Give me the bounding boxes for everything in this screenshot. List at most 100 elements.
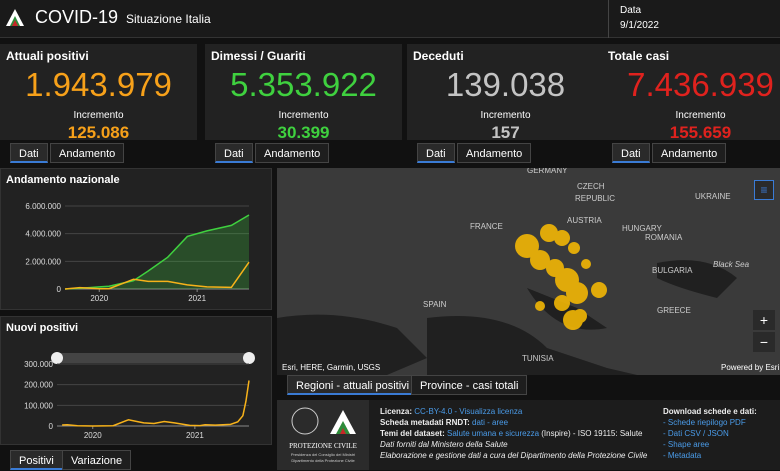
map-label: GREECE	[657, 306, 691, 315]
tab[interactable]: Dati	[612, 143, 650, 163]
header: COVID-19 Situazione Italia Data 9/1/2022	[0, 0, 780, 38]
andamento-panel: Andamento nazionale 0 2.000.000 4.000.000 6…	[0, 168, 272, 310]
card-label: Totale casi	[608, 49, 670, 63]
map-label: Black Sea	[713, 260, 750, 269]
download-link[interactable]: - Shape aree	[663, 440, 710, 449]
footer-text[interactable]: Salute umana e sicurezza	[446, 429, 540, 438]
card: Deceduti 139.038 Incremento 157	[407, 44, 604, 142]
footer-text: (Inspire) - ISO 19115: Salute	[539, 429, 643, 438]
download-link[interactable]: - Metadata	[663, 451, 702, 460]
card-label: Attuali positivi	[6, 49, 89, 63]
line	[64, 261, 250, 290]
y-tick-label: 100.000	[24, 401, 53, 410]
logo	[291, 407, 356, 435]
slider[interactable]	[57, 353, 249, 363]
tab[interactable]: Regioni - attuali positivi	[287, 375, 419, 395]
footer-text[interactable]: CC-BY-4.0 - Visualizza licenza	[414, 407, 523, 416]
logo-sub: Presidenza del Consiglio dei Ministri	[290, 452, 356, 457]
date-label: Data	[620, 5, 642, 16]
y-tick-label: 300.000	[24, 360, 53, 369]
slider-handle[interactable]	[51, 352, 63, 364]
download-title: Download schede e dati:	[663, 407, 757, 416]
footer-text: Dati forniti dal Ministero della Salute	[380, 440, 508, 449]
map-label: HUNGARY	[622, 224, 662, 233]
line	[62, 380, 250, 427]
card-label: Deceduti	[413, 49, 464, 63]
x-tick-label: 2020	[84, 431, 102, 440]
legend-button[interactable]: ≡	[754, 180, 774, 200]
card-value: 139.038	[445, 66, 566, 103]
x-tick-label: 2021	[186, 431, 204, 440]
zoom-out[interactable]: −	[753, 332, 775, 352]
y-tick-label: 4.000.000	[25, 230, 61, 239]
y-tick-label: 200.000	[24, 381, 53, 390]
chart: 0 2.000.000 4.000.000 6.000.000 2020 2021	[25, 202, 250, 303]
footer-text: Licenza:	[380, 407, 415, 416]
tab[interactable]: Positivi	[10, 450, 63, 470]
footer: PROTEZIONE CIVILE Presidenza del Consigl…	[277, 400, 780, 470]
footer-text: Scheda metadati RNDT:	[380, 418, 473, 427]
tab[interactable]: Dati	[215, 143, 253, 163]
date: 9/1/2022	[620, 20, 659, 31]
panel-title: Nuovi positivi	[6, 322, 79, 334]
card-label: Dimessi / Guariti	[211, 49, 306, 63]
y-tick-label: 6.000.000	[25, 202, 61, 211]
map-label: ROMANIA	[645, 233, 683, 242]
y-tick-label: 0	[57, 285, 62, 294]
footer-text[interactable]: dati - aree	[472, 418, 509, 427]
area	[65, 214, 249, 289]
x-tick-label: 2021	[188, 294, 206, 303]
panel-title: Andamento nazionale	[6, 174, 120, 186]
increment-value: 125.086	[67, 123, 130, 142]
map-label: SPAIN	[423, 300, 447, 309]
x-tick-label: 2020	[90, 294, 108, 303]
logo-title: PROTEZIONE CIVILE	[289, 442, 357, 450]
tab[interactable]: Andamento	[457, 143, 532, 163]
map-label: REPUBLIC	[575, 194, 616, 203]
y-tick-label: 0	[49, 422, 54, 431]
footer-line: Elaborazione e gestione dati a cura del …	[380, 450, 647, 461]
y-tick-label: 2.000.000	[25, 257, 61, 266]
map-label: TUNISIA	[522, 354, 554, 363]
logo-sub: Dipartimento della Protezione Civile	[291, 458, 355, 463]
increment-label: Incremento	[675, 110, 726, 121]
map-label: UKRAINE	[695, 192, 731, 201]
footer-text: Elaborazione e gestione dati a cura del …	[380, 451, 648, 460]
card-value: 1.943.979	[25, 66, 172, 103]
map[interactable]: GERMANY CZECH REPUBLIC UKRAINE AUSTRIA HUNGAR…	[277, 168, 780, 375]
tab[interactable]: Andamento	[652, 143, 727, 163]
footer-text: Temi del dataset:	[380, 429, 447, 438]
increment-value: 30.399	[277, 123, 330, 142]
map-label: FRANCE	[470, 222, 503, 231]
increment-value: 155.659	[669, 123, 732, 142]
card: Dimessi / Guariti 5.353.922 Incremento 30.3…	[205, 44, 402, 142]
footer-info: Licenza: CC-BY-4.0 - Visualizza licenza S…	[380, 406, 647, 461]
downloads: Download schede e dati: - Schede riepilog…	[663, 406, 757, 461]
download-link[interactable]: - Dati CSV / JSON	[663, 429, 729, 438]
card-value: 5.353.922	[230, 66, 377, 103]
card: Totale casi 7.436.939 Incremento 155.659	[602, 44, 780, 142]
download-link[interactable]: - Schede riepilogo PDF	[663, 418, 746, 427]
logo	[6, 9, 24, 26]
footer-line: Temi del dataset: Salute umana e sicurez…	[380, 428, 647, 439]
increment-value: 157	[491, 123, 520, 142]
tab[interactable]: Dati	[10, 143, 48, 163]
card-value: 7.436.939	[627, 66, 774, 103]
footer-line: Dati forniti dal Ministero della Salute	[380, 439, 647, 450]
footer-line: Licenza: CC-BY-4.0 - Visualizza licenza	[380, 406, 647, 417]
tab[interactable]: Andamento	[255, 143, 330, 163]
zoom-in[interactable]: +	[753, 310, 775, 330]
map-label: AUSTRIA	[567, 216, 602, 225]
card: Attuali positivi 1.943.979 Incremento 125.0…	[0, 44, 197, 142]
nuovi-panel: Nuovi positivi 0 100.000 200.000 300.000 202…	[0, 316, 272, 445]
increment-label: Incremento	[278, 110, 329, 121]
map-label: GERMANY	[527, 168, 568, 175]
tab[interactable]: Province - casi totali	[411, 375, 528, 395]
map-label: BULGARIA	[652, 266, 693, 275]
tab[interactable]: Andamento	[50, 143, 125, 163]
map-label: CZECH	[577, 182, 605, 191]
slider-handle[interactable]	[243, 352, 255, 364]
tab[interactable]: Variazione	[62, 450, 132, 470]
tab[interactable]: Dati	[417, 143, 455, 163]
